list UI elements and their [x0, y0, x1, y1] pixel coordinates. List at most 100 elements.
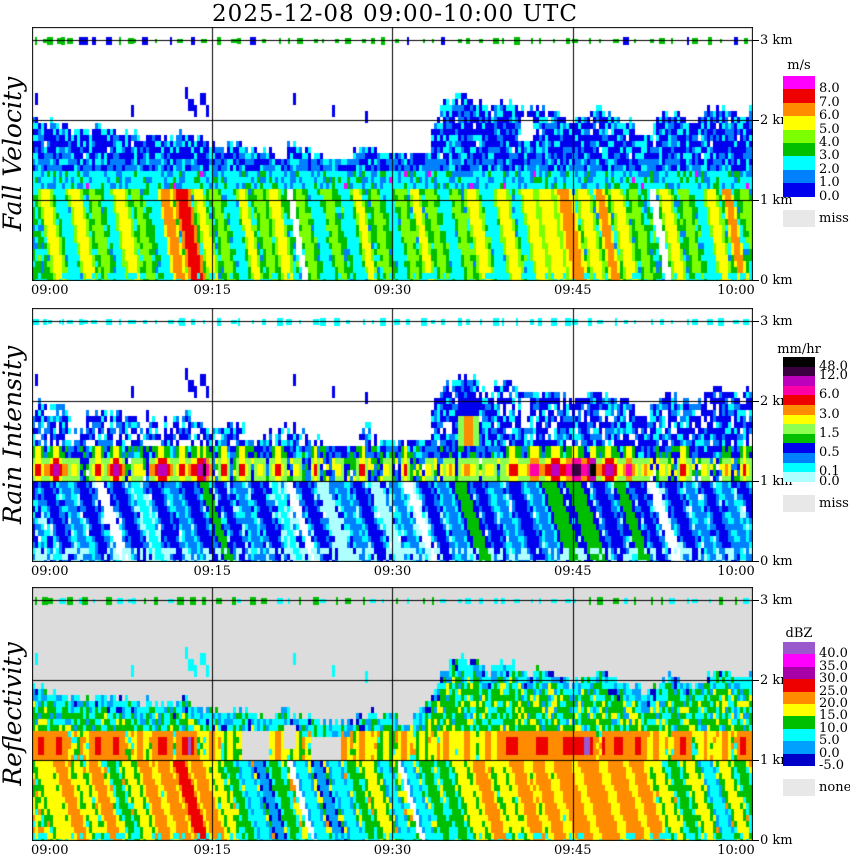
time-tick-label: 09:45: [554, 843, 592, 858]
heatmap-canvas-fall-velocity: [32, 27, 753, 281]
colorbar-band: [783, 414, 815, 425]
height-tick-mark: [753, 680, 759, 681]
colorbar-band: [783, 405, 815, 416]
colorbar-label: 7.0: [819, 94, 840, 110]
heatmap-canvas-reflectivity: [32, 587, 753, 841]
colorbar-band: [783, 679, 815, 693]
colorbar-band: [783, 129, 815, 144]
time-tick-label: 09:30: [373, 843, 412, 858]
colorbar-band: [783, 741, 815, 755]
height-tick-mark: [753, 40, 759, 41]
height-tick-label: 0 km: [760, 273, 793, 288]
colorbar-band: [783, 102, 815, 117]
heatmap-canvas-rain-intensity: [32, 308, 753, 562]
height-tick-mark: [753, 840, 759, 841]
colorbar-label: 2.0: [819, 161, 840, 177]
time-tick-label: 10:00: [717, 283, 755, 298]
height-tick-mark: [753, 280, 759, 281]
colorbar-band: [783, 666, 815, 680]
colorbar-band: [783, 366, 815, 377]
height-tick-mark: [753, 481, 759, 482]
colorbar-band: [783, 728, 815, 742]
colorbar-label: 8.0: [819, 81, 840, 97]
height-tick-mark: [753, 120, 759, 121]
y-axis-label-reflectivity: Reflectivity: [0, 642, 27, 786]
time-tick-label: 09:15: [193, 564, 231, 579]
colorbar-band: [783, 691, 815, 705]
colorbar-label: 0.0: [819, 745, 840, 761]
colorbar-unit-rain-intensity: mm/hr: [777, 342, 821, 357]
time-tick-label: 09:45: [554, 564, 592, 579]
time-tick-label: 09:30: [373, 564, 412, 579]
colorbar-label: 0.5: [819, 445, 840, 460]
colorbar-label: 6.0: [819, 387, 840, 403]
height-tick-label: 0 km: [760, 554, 793, 569]
time-tick-label: 09:45: [554, 283, 592, 298]
colorbar-label: 4.0: [819, 135, 840, 150]
height-tick-mark: [753, 561, 759, 562]
colorbar-label: 12.0: [819, 368, 848, 384]
height-tick-label: 3 km: [760, 314, 793, 329]
colorbar-label: 0.1: [819, 464, 840, 480]
time-tick-label: 09:15: [193, 283, 231, 298]
y-axis-label-fall-velocity: Fall Velocity: [0, 76, 27, 232]
colorbar-label: 15.0: [819, 708, 848, 724]
colorbar-band: [783, 395, 815, 406]
time-tick-label: 10:00: [717, 564, 755, 579]
colorbar-band: [783, 156, 815, 171]
colorbar-missing-label: miss: [819, 495, 849, 511]
colorbar-missing-label: miss: [819, 210, 849, 226]
time-tick-label: 09:30: [373, 283, 412, 298]
height-tick-label: 3 km: [760, 593, 793, 608]
colorbar-band: [783, 462, 815, 473]
colorbar-unit-reflectivity: dBZ: [785, 626, 813, 641]
colorbar-label: 5.0: [819, 121, 840, 137]
colorbar-band: [783, 453, 815, 464]
colorbar-band: [783, 89, 815, 104]
colorbar-band: [783, 376, 815, 387]
time-tick-label: 09:00: [31, 283, 69, 298]
colorbar-band: [783, 433, 815, 444]
page-title: 2025-12-08 09:00-10:00 UTC: [212, 1, 578, 27]
colorbar-band: [783, 753, 815, 767]
colorbar-label: 6.0: [819, 108, 840, 124]
colorbar-label: 3.0: [819, 148, 840, 164]
y-axis-label-rain-intensity: Rain Intensity: [0, 345, 27, 525]
colorbar-band: [783, 716, 815, 730]
colorbar-band: [783, 642, 815, 655]
colorbar-label: 25.0: [819, 683, 848, 699]
height-tick-mark: [753, 600, 759, 601]
colorbar-label: 0.0: [819, 188, 840, 204]
colorbar-band: [783, 472, 815, 483]
height-tick-mark: [753, 200, 759, 201]
colorbar-band: [783, 424, 815, 435]
colorbar-label: 40.0: [819, 646, 848, 662]
colorbar-label: 35.0: [819, 658, 848, 674]
time-tick-label: 09:15: [193, 843, 231, 858]
colorbar-label: 1.5: [819, 425, 840, 441]
colorbar-label: 0.0: [819, 473, 840, 489]
colorbar-label: 5.0: [819, 733, 840, 749]
colorbar-band: [783, 385, 815, 396]
time-tick-label: 09:00: [31, 843, 69, 858]
colorbar-label: 30.0: [819, 671, 848, 687]
height-tick-mark: [753, 321, 759, 322]
colorbar-band: [783, 704, 815, 717]
colorbar-missing-label: none: [819, 780, 850, 795]
colorbar-band: [783, 654, 815, 668]
colorbar-missing-swatch: [783, 779, 815, 796]
colorbar-band: [783, 443, 815, 454]
time-tick-label: 10:00: [717, 843, 755, 858]
colorbar-unit-fall-velocity: m/s: [787, 58, 811, 73]
colorbar-label: 20.0: [819, 696, 848, 711]
colorbar-band: [783, 357, 815, 368]
colorbar-missing-swatch: [783, 494, 815, 512]
height-tick-label: 0 km: [760, 833, 793, 848]
colorbar-label: 3.0: [819, 406, 840, 422]
colorbar-band: [783, 169, 815, 184]
time-tick-label: 09:00: [31, 564, 69, 579]
colorbar-label: 48.0: [819, 358, 848, 374]
colorbar-label: 1.0: [819, 175, 840, 191]
height-tick-label: 3 km: [760, 33, 793, 48]
